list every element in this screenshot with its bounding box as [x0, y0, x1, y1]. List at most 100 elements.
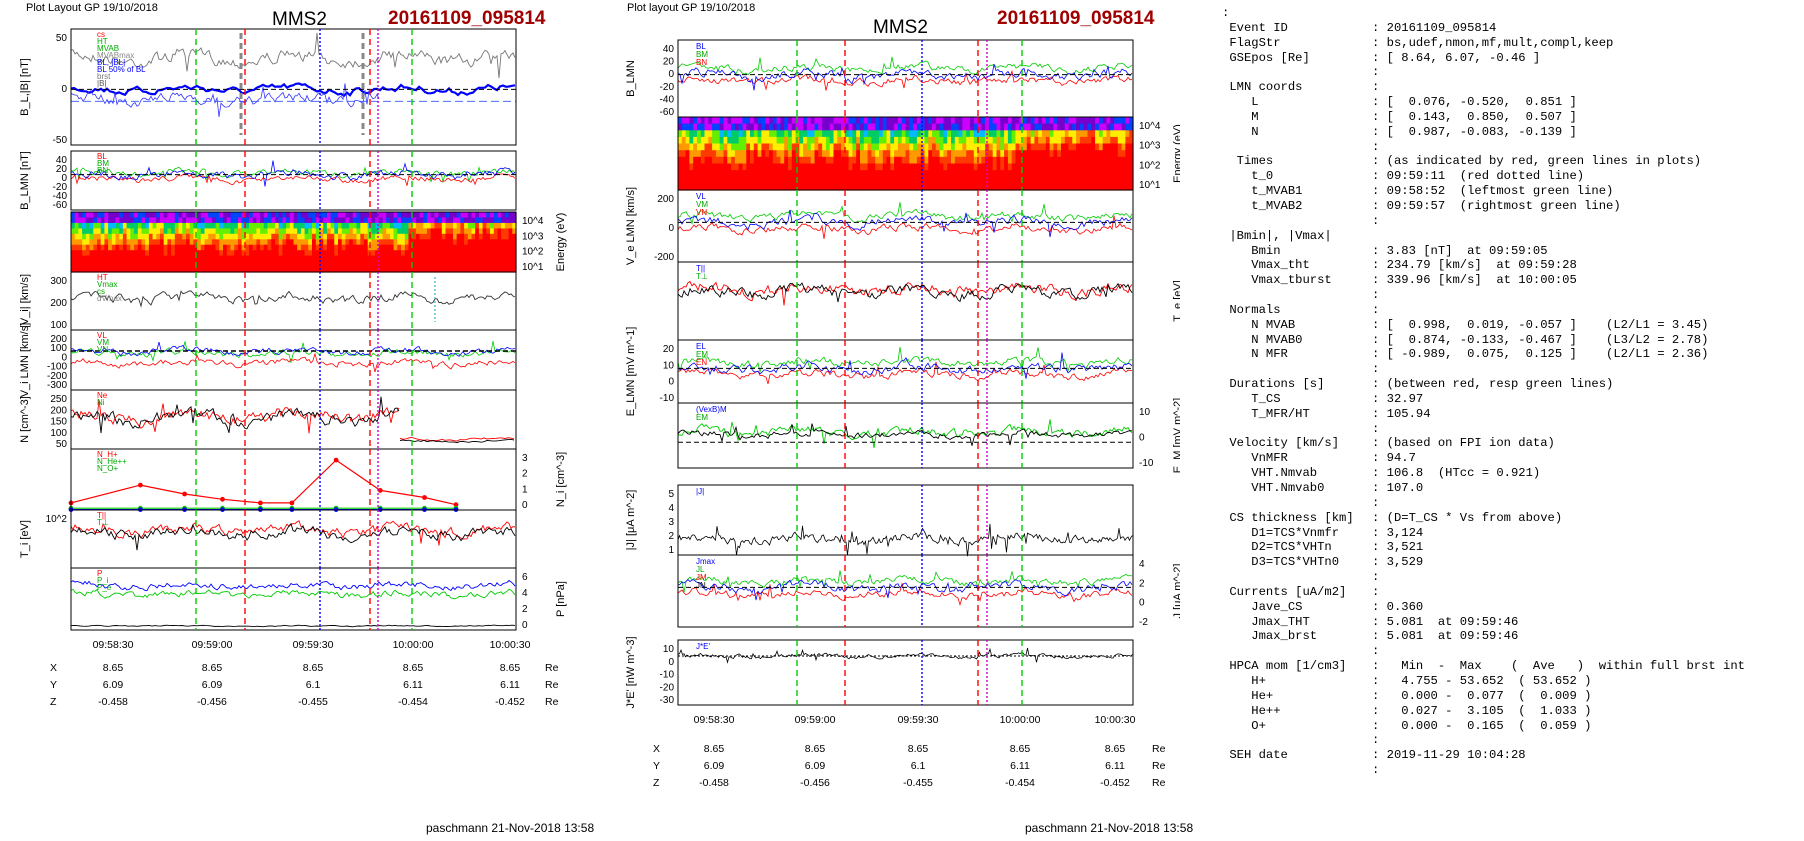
- spectrogram-cell: [256, 233, 261, 240]
- spectrogram-cell: [93, 222, 98, 229]
- spectrogram-cell: [734, 136, 740, 145]
- spectrogram-cell: [913, 136, 918, 145]
- spectrogram-cell: [134, 255, 139, 262]
- spectrogram-cell: [772, 176, 778, 184]
- spectrogram-cell: [360, 250, 365, 257]
- spectrogram-cell: [312, 222, 317, 229]
- spectrogram-cell: [970, 176, 975, 184]
- spectrogram-cell: [1007, 183, 1013, 191]
- spectrogram-cell: [208, 244, 213, 251]
- spectrogram-cell: [799, 163, 804, 171]
- spectrogram-cell: [795, 183, 800, 191]
- spectrogram-cell: [319, 239, 324, 246]
- spectrogram-cell: [901, 176, 907, 184]
- panel-frame: [70, 509, 517, 569]
- spectrogram-cell: [932, 156, 937, 164]
- spectrogram-cell: [863, 130, 869, 138]
- spectrogram-cell: [909, 136, 914, 145]
- spectrogram-cell: [434, 228, 439, 235]
- spectrogram-cell: [935, 143, 941, 151]
- spectrogram-cell: [1110, 130, 1115, 138]
- spectrogram-cell: [97, 244, 102, 251]
- spectrogram-cell: [497, 222, 502, 229]
- spectrogram-cell: [186, 222, 191, 229]
- time-tick-label: 09:59:30: [898, 714, 939, 726]
- left-layout-label: Plot Layout GP 19/10/2018: [26, 2, 158, 14]
- spectrogram-cell: [278, 228, 283, 235]
- spectrogram-cell: [419, 228, 424, 235]
- spectrogram-cell: [364, 250, 369, 257]
- spectrogram-cell: [1125, 183, 1130, 191]
- spectrogram-cell: [951, 143, 956, 151]
- spectrogram-cell: [508, 255, 513, 262]
- spectrogram-cell: [905, 136, 910, 145]
- spectrogram-cell: [977, 150, 982, 158]
- spectrogram-cell: [901, 170, 907, 178]
- spectrogram-cell: [1125, 170, 1130, 178]
- spectrogram-cell: [293, 266, 298, 273]
- spectrogram-cell: [215, 222, 220, 229]
- spectrogram-cell: [1034, 150, 1039, 158]
- spectrogram-cell: [1114, 163, 1119, 171]
- spectrogram-cell: [508, 239, 513, 246]
- spectrogram-cell: [1049, 150, 1054, 158]
- spectrogram-cell: [200, 261, 206, 268]
- spectrogram-cell: [1049, 136, 1054, 145]
- spectrogram-cell: [119, 228, 124, 235]
- spectrogram-cell: [966, 156, 971, 164]
- spectrogram-cell: [152, 250, 157, 257]
- spectrogram-cell: [438, 228, 443, 235]
- spectrogram-cell: [122, 239, 128, 246]
- spectrogram-cell: [137, 217, 143, 224]
- spectrogram-cell: [761, 150, 766, 158]
- spectrogram-cell: [704, 136, 709, 145]
- time-tick-label: 09:58:30: [694, 714, 735, 726]
- spectrogram-cell: [349, 222, 354, 229]
- spectrogram-cell: [765, 156, 770, 164]
- spectrogram-cell: [970, 136, 975, 145]
- spectrogram-cell: [108, 212, 113, 219]
- spectrogram-cell: [1064, 136, 1070, 145]
- spectrogram-cell: [954, 130, 960, 138]
- spectrogram-cell: [924, 163, 929, 171]
- spectrogram-cell: [916, 156, 922, 164]
- spectrogram-cell: [430, 217, 435, 224]
- spectrogram-cell: [1034, 123, 1039, 131]
- spectrogram-cell: [1083, 136, 1089, 145]
- spectrogram-cell: [844, 130, 850, 138]
- spectrogram-cell: [693, 143, 698, 151]
- spectrogram-cell: [897, 143, 903, 151]
- spectrogram-cell: [848, 156, 853, 164]
- spectrogram-cell: [249, 266, 254, 273]
- info-row: T_CS: 32.97: [1222, 392, 1745, 407]
- spectrogram-cell: [226, 266, 232, 273]
- spectrogram-cell: [795, 130, 800, 138]
- spectrogram-cell: [304, 212, 309, 219]
- spectrogram-cell: [704, 176, 709, 184]
- spectrogram-cell: [913, 150, 918, 158]
- info-key: [1222, 496, 1372, 511]
- tick-label: 100: [50, 343, 67, 354]
- spectrogram-cell: [860, 183, 865, 191]
- spectrogram-cell: [697, 130, 702, 138]
- spectrogram-cell: [427, 228, 432, 235]
- spectrogram-cell: [415, 222, 421, 229]
- spectrogram-cell: [1064, 150, 1070, 158]
- spectrogram-cell: [408, 212, 413, 219]
- spectrogram-cell: [108, 250, 113, 257]
- spectrogram-cell: [806, 117, 812, 125]
- legend-entry: MVAB: [97, 44, 119, 53]
- spectrogram-cell: [126, 261, 131, 268]
- spectrogram-cell: [74, 233, 79, 240]
- spectrogram-cell: [326, 239, 332, 246]
- spectrogram-cell: [1026, 117, 1032, 125]
- spectrogram-cell: [769, 163, 774, 171]
- spectrogram-cell: [772, 156, 778, 164]
- spectrogram-cell: [818, 183, 823, 191]
- spectrogram-cell: [742, 123, 747, 131]
- spectrogram-cell: [249, 217, 254, 224]
- spectrogram-cell: [966, 170, 971, 178]
- info-value: : 3.83 [nT] at 09:59:05: [1372, 243, 1548, 258]
- spectrogram-cell: [1129, 163, 1134, 171]
